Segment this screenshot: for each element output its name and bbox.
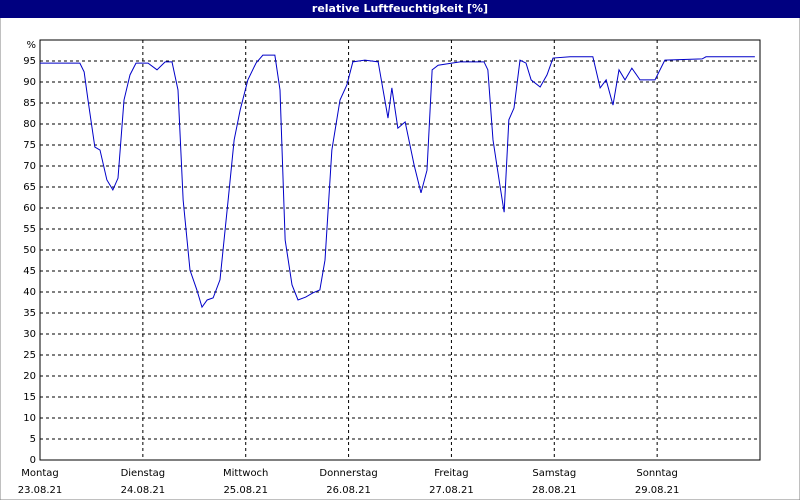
x-tick-label: Freitag bbox=[434, 468, 468, 479]
y-tick-label: 80 bbox=[23, 119, 36, 130]
x-tick-label: Samstag bbox=[532, 468, 576, 479]
y-tick-label: 60 bbox=[23, 203, 36, 214]
y-tick-label: 55 bbox=[23, 224, 36, 235]
y-tick-label: 35 bbox=[23, 308, 36, 319]
x-tick-label: Donnerstag bbox=[319, 468, 377, 479]
y-tick-label: 70 bbox=[23, 161, 36, 172]
y-tick-label: 40 bbox=[23, 287, 36, 298]
x-tick-date: 27.08.21 bbox=[429, 485, 474, 496]
x-tick-label: Dienstag bbox=[121, 468, 166, 479]
x-tick-date: 24.08.21 bbox=[121, 485, 166, 496]
y-tick-label: 10 bbox=[23, 413, 36, 424]
y-tick-label: 25 bbox=[23, 350, 36, 361]
y-tick-label: 85 bbox=[23, 98, 36, 109]
x-tick-label: Mittwoch bbox=[223, 468, 268, 479]
y-tick-label: 15 bbox=[23, 392, 36, 403]
x-tick-date: 26.08.21 bbox=[326, 485, 371, 496]
line-series bbox=[40, 54, 755, 309]
x-tick-label: Montag bbox=[21, 468, 58, 479]
y-tick-label: 0 bbox=[30, 455, 36, 466]
chart-title: relative Luftfeuchtigkeit [%] bbox=[312, 2, 488, 15]
y-tick-label: 30 bbox=[23, 329, 36, 340]
title-bar bbox=[0, 0, 800, 18]
y-tick-label: 50 bbox=[23, 245, 36, 256]
y-unit: % bbox=[26, 40, 36, 51]
y-tick-label: 75 bbox=[23, 140, 36, 151]
y-tick-label: 20 bbox=[23, 371, 36, 382]
x-tick-date: 29.08.21 bbox=[635, 485, 680, 496]
x-tick-date: 28.08.21 bbox=[532, 485, 577, 496]
y-tick-label: 90 bbox=[23, 77, 36, 88]
x-tick-date: 25.08.21 bbox=[223, 485, 268, 496]
x-tick-label: Sonntag bbox=[636, 468, 678, 479]
y-tick-label: 45 bbox=[23, 266, 36, 277]
y-tick-label: 95 bbox=[23, 56, 36, 67]
y-tick-label: 65 bbox=[23, 182, 36, 193]
x-tick-date: 23.08.21 bbox=[18, 485, 63, 496]
y-tick-label: 5 bbox=[30, 434, 36, 445]
